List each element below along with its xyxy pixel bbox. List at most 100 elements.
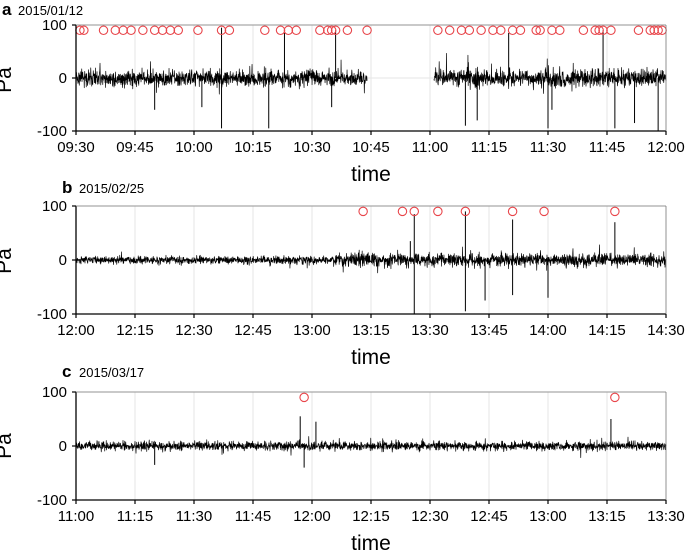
event-marker	[110, 25, 121, 36]
x-tick-label: 11:30	[530, 139, 566, 156]
signal-trace	[331, 244, 667, 274]
event-marker	[291, 25, 302, 36]
event-marker	[283, 25, 294, 36]
panel-a-plot: -100 0 100 09:30 09:45 10:00 10:15 10:30 10:45 11…	[37, 17, 685, 156]
x-tick-label: 13:45	[470, 322, 508, 339]
panel-c-plot: -100 0 100 11:00 11:15 11:30 11:45 12:00 12:15 12…	[37, 384, 685, 525]
x-tick-label: 11:45	[589, 139, 625, 156]
event-marker	[173, 25, 184, 36]
event-marker	[507, 25, 518, 36]
signal-trace	[433, 52, 667, 94]
event-marker	[409, 206, 420, 217]
event-marker	[633, 25, 644, 36]
event-marker	[496, 25, 506, 36]
event-marker	[531, 25, 541, 36]
panel-c-ylabel: Pa	[0, 433, 16, 459]
event-marker	[507, 206, 518, 217]
event-marker	[315, 25, 325, 36]
x-tick-label: 13:00	[529, 508, 567, 525]
x-tick-label: 10:15	[234, 139, 272, 156]
event-marker	[610, 206, 620, 217]
x-tick-label: 11:30	[176, 508, 212, 525]
event-marker	[488, 25, 498, 36]
panel-b: b 2015/02/25 -100 0 100 12:00 12:15 12:30 12:4…	[0, 178, 685, 369]
y-tick-label: -100	[37, 123, 67, 140]
y-tick-label: 0	[59, 252, 67, 269]
panel-c: c 2015/03/17 -100 0 100 11:00 11:15 11:30 11:4…	[0, 362, 685, 552]
event-marker	[653, 25, 663, 36]
panel-c-xlabel: time	[351, 532, 391, 552]
x-tick-label: 13:30	[411, 322, 449, 339]
x-tick-label: 12:00	[57, 322, 95, 339]
x-tick-label: 13:15	[588, 508, 626, 525]
x-tick-label: 12:45	[234, 322, 272, 339]
event-marker	[126, 25, 136, 36]
y-tick-label: -100	[37, 306, 67, 323]
x-tick-label: 12:45	[470, 508, 508, 525]
event-marker	[275, 25, 286, 36]
x-tick-label: 11:15	[471, 139, 507, 156]
y-tick-label: 0	[59, 438, 67, 455]
x-tick-label: 14:30	[647, 322, 685, 339]
panel-b-date: 2015/02/25	[79, 181, 144, 196]
event-marker	[98, 25, 109, 36]
event-marker	[610, 392, 620, 403]
event-marker	[464, 25, 475, 36]
x-tick-label: 12:30	[175, 322, 213, 339]
event-marker	[193, 25, 203, 36]
event-marker	[326, 25, 337, 36]
y-tick-label: 0	[59, 70, 67, 87]
panel-b-plot: -100 0 100 12:00 12:15 12:30 12:45 13:00 13:15 13…	[37, 198, 685, 339]
panel-b-letter: b	[62, 178, 72, 197]
event-marker	[460, 206, 471, 217]
y-tick-label: 100	[42, 198, 67, 215]
x-tick-label: 10:30	[293, 139, 331, 156]
panel-a-date: 2015/01/12	[18, 3, 83, 18]
event-marker	[444, 25, 455, 36]
event-marker	[515, 25, 526, 36]
x-tick-label: 11:00	[58, 508, 94, 525]
panel-c-date: 2015/03/17	[79, 365, 144, 380]
y-tick-label: 100	[42, 384, 67, 401]
x-tick-label: 11:00	[412, 139, 448, 156]
event-marker	[606, 25, 616, 36]
y-tick-label: 100	[42, 17, 67, 34]
event-marker	[594, 25, 604, 36]
event-marker	[118, 25, 128, 36]
event-marker	[358, 206, 368, 217]
panel-a-xlabel: time	[351, 163, 391, 186]
event-marker	[397, 206, 408, 217]
event-marker	[578, 25, 589, 36]
signal-trace	[75, 251, 333, 269]
x-tick-label: 11:15	[117, 508, 153, 525]
event-marker	[535, 25, 545, 36]
panel-b-xlabel: time	[351, 346, 391, 369]
x-tick-label: 09:30	[57, 139, 95, 156]
event-marker	[165, 25, 176, 36]
event-marker	[456, 25, 467, 36]
event-marker	[342, 25, 353, 36]
x-tick-label: 13:00	[293, 322, 331, 339]
event-marker	[260, 25, 270, 36]
x-tick-label: 12:30	[411, 508, 449, 525]
event-marker	[149, 25, 160, 36]
x-tick-label: 14:15	[588, 322, 626, 339]
x-tick-label: 10:00	[175, 139, 213, 156]
signal-trace	[75, 436, 667, 458]
event-marker	[330, 25, 341, 36]
event-marker	[299, 392, 309, 403]
x-tick-label: 13:30	[647, 508, 685, 525]
x-tick-label: 12:00	[647, 139, 685, 156]
event-marker	[539, 206, 549, 217]
event-marker	[157, 25, 168, 36]
panel-a-letter: a	[2, 0, 12, 19]
x-tick-label: 12:15	[352, 508, 390, 525]
x-tick-label: 12:15	[116, 322, 154, 339]
event-marker	[476, 25, 486, 36]
panel-a-ylabel: Pa	[0, 67, 16, 93]
x-tick-label: 12:00	[293, 508, 331, 525]
x-tick-label: 14:00	[529, 322, 567, 339]
panel-c-letter: c	[62, 362, 71, 381]
event-marker	[433, 206, 443, 217]
